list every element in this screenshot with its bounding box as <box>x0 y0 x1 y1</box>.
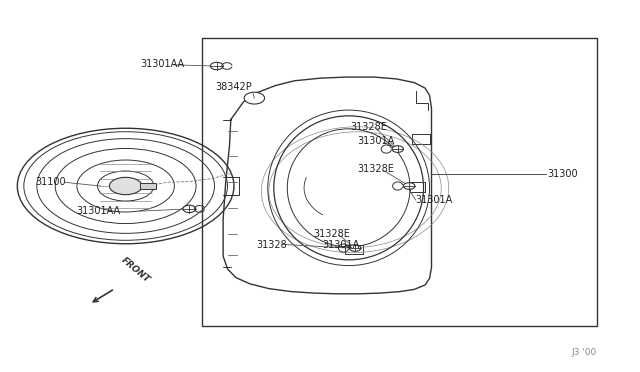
Text: J3 '00: J3 '00 <box>572 348 597 357</box>
Text: FRONT: FRONT <box>119 255 151 284</box>
Circle shape <box>349 245 361 251</box>
Text: 31328E: 31328E <box>357 164 394 174</box>
Text: 31328E: 31328E <box>314 229 351 239</box>
Circle shape <box>244 92 264 104</box>
Text: 31328: 31328 <box>256 240 287 250</box>
Text: 31301AA: 31301AA <box>140 59 184 69</box>
Text: 31100: 31100 <box>35 177 66 187</box>
Text: 31301A: 31301A <box>357 136 394 146</box>
Circle shape <box>183 205 196 212</box>
Text: 31300: 31300 <box>547 169 577 179</box>
Circle shape <box>392 146 403 153</box>
Circle shape <box>403 183 415 189</box>
Text: 31301A: 31301A <box>415 195 453 205</box>
Text: 31301A: 31301A <box>323 240 360 250</box>
Circle shape <box>211 62 223 70</box>
Bar <box>202 38 597 326</box>
Text: 31301AA: 31301AA <box>77 206 121 216</box>
Text: 31328E: 31328E <box>351 122 387 132</box>
Text: 38342P: 38342P <box>216 82 252 92</box>
Ellipse shape <box>109 177 142 195</box>
Bar <box>140 183 156 189</box>
